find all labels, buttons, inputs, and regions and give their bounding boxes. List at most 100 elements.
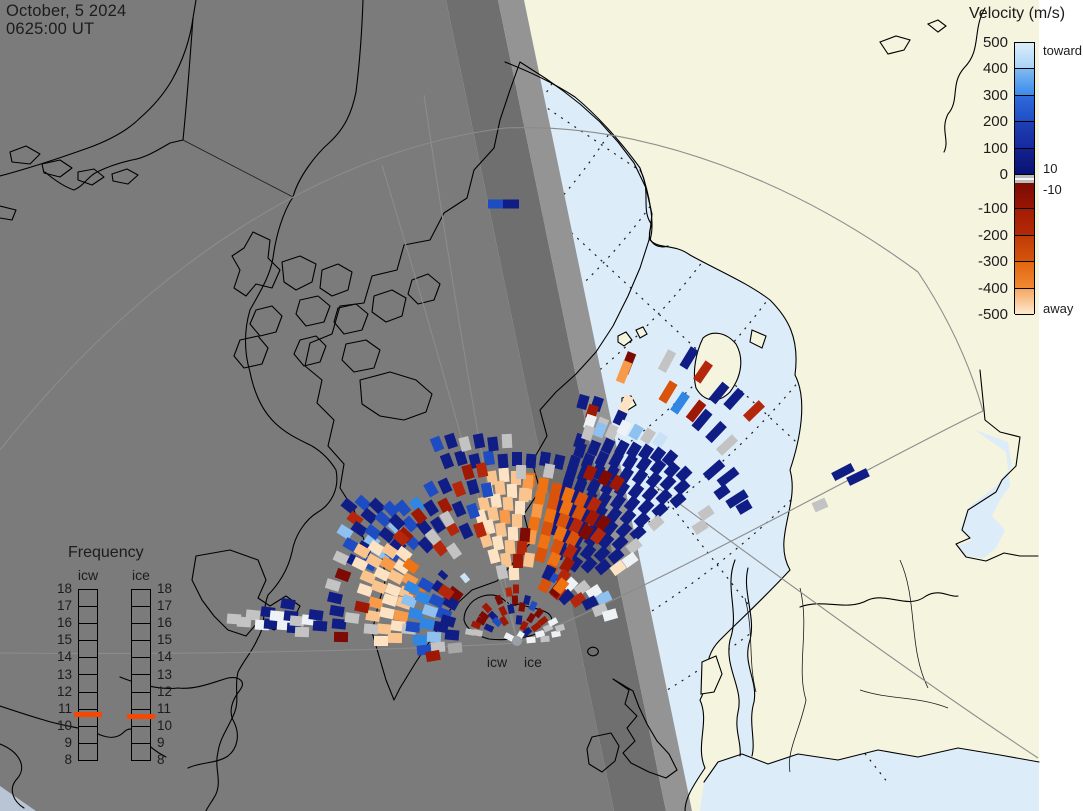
- velocity-cell: [417, 536, 435, 554]
- right-margin: [1039, 0, 1083, 811]
- velocity-cell: [495, 522, 507, 538]
- velocity-cell: [439, 614, 457, 628]
- toward-label: toward: [1043, 43, 1083, 58]
- velocity-cell: [625, 537, 643, 555]
- velocity-tick-200: 200: [982, 113, 1008, 131]
- velocity-cell: [552, 454, 566, 470]
- velocity-cell: [405, 621, 421, 633]
- velocity-cell: [525, 453, 537, 469]
- velocity-cell: [542, 463, 556, 479]
- frequency-cell: [79, 590, 97, 608]
- velocity-cell: [393, 559, 411, 575]
- velocity-cell: [526, 612, 536, 624]
- velocity-cell: [388, 513, 406, 531]
- velocity-cell: [367, 539, 385, 557]
- velocity-cell: [514, 500, 526, 516]
- velocity-cell: [495, 564, 509, 580]
- velocity-zero-band: [1015, 175, 1034, 183]
- velocity-cell: [558, 499, 574, 517]
- frequency-tick-left-11: 11: [57, 700, 72, 716]
- velocity-cell: [500, 552, 512, 568]
- velocity-cell: [368, 497, 386, 515]
- velocity-cell: [408, 496, 426, 514]
- velocity-cell: [423, 480, 439, 498]
- velocity-cell: [655, 488, 673, 506]
- velocity-cell: [454, 449, 468, 467]
- velocity-cell: [447, 642, 463, 654]
- date-label: October, 5 2024: [6, 2, 127, 20]
- velocity-cell: [537, 533, 551, 551]
- velocity-cell: [831, 462, 855, 482]
- velocity-cell: [470, 620, 482, 630]
- velocity-cell: [546, 494, 560, 512]
- velocity-cell: [657, 349, 677, 373]
- velocity-cell: [332, 550, 350, 566]
- velocity-cell: [605, 506, 623, 524]
- velocity-cell: [637, 443, 655, 461]
- velocity-cell: [580, 556, 598, 574]
- velocity-cell: [437, 569, 449, 581]
- frequency-tick-left-13: 13: [56, 666, 72, 682]
- frequency-cell: [132, 590, 150, 608]
- frequency-cell: [79, 710, 97, 727]
- velocity-cell: [356, 583, 374, 597]
- velocity-cell: [370, 579, 388, 595]
- velocity-cell: [611, 534, 629, 552]
- velocity-cell: [501, 433, 513, 449]
- velocity-cell: [573, 441, 587, 459]
- frequency-tick-right-17: 17: [157, 598, 173, 614]
- velocity-cell: [601, 519, 619, 537]
- velocity-cell: [497, 453, 509, 469]
- velocity-cell: [491, 535, 505, 551]
- velocity-tick-300: 300: [982, 86, 1008, 104]
- velocity-cell: [376, 623, 392, 635]
- frequency-tick-right-8: 8: [157, 752, 165, 767]
- frequency-tick-left-18: 18: [56, 581, 72, 596]
- velocity-cell: [351, 556, 369, 572]
- frequency-cell: [132, 624, 150, 642]
- velocity-cell: [523, 594, 531, 606]
- velocity-cell: [483, 623, 495, 633]
- velocity-cell: [581, 595, 599, 611]
- velocity-cell: [552, 525, 568, 543]
- velocity-cell: [482, 450, 496, 466]
- velocity-cell: [594, 450, 610, 468]
- velocity-cell: [705, 420, 727, 444]
- velocity-cell: [475, 616, 487, 626]
- velocity-cell: [614, 439, 630, 457]
- frequency-cell: [79, 744, 97, 761]
- velocity-cell: [312, 620, 328, 632]
- velocity-cell: [373, 566, 391, 582]
- velocity-cell: [566, 555, 584, 573]
- velocity-cell: [498, 467, 510, 483]
- velocity-cell: [378, 526, 396, 544]
- velocity-cell: [615, 360, 633, 384]
- velocity-cell: [475, 462, 489, 478]
- velocity-cell: [491, 616, 503, 628]
- velocity-cell: [659, 474, 677, 492]
- away-label: away: [1043, 301, 1074, 316]
- velocity-cell: [658, 380, 678, 404]
- velocity-cell: [641, 485, 659, 503]
- time-label: 0625:00 UT: [6, 20, 95, 38]
- velocity-cell: [549, 481, 563, 499]
- radar-label-ice: ice: [524, 654, 542, 670]
- velocity-cell: [675, 465, 693, 483]
- velocity-cell: [586, 439, 602, 457]
- velocity-cell: [488, 199, 504, 209]
- velocity-cell: [498, 605, 508, 617]
- velocity-tick--200: -200: [977, 226, 1008, 244]
- velocity-cell: [410, 507, 428, 525]
- frequency-cell: [132, 727, 150, 744]
- frequency-bar-ice: [131, 589, 151, 761]
- velocity-cell: [381, 593, 399, 607]
- velocity-cell: [494, 480, 506, 496]
- frequency-cell: [79, 693, 97, 710]
- velocity-cell: [735, 499, 753, 515]
- frequency-marker-icw: [74, 711, 102, 717]
- velocity-cell: [541, 564, 557, 582]
- frequency-tick-left-12: 12: [56, 683, 72, 699]
- velocity-cell: [426, 631, 442, 643]
- velocity-cell: [594, 558, 612, 576]
- velocity-cell: [472, 433, 486, 449]
